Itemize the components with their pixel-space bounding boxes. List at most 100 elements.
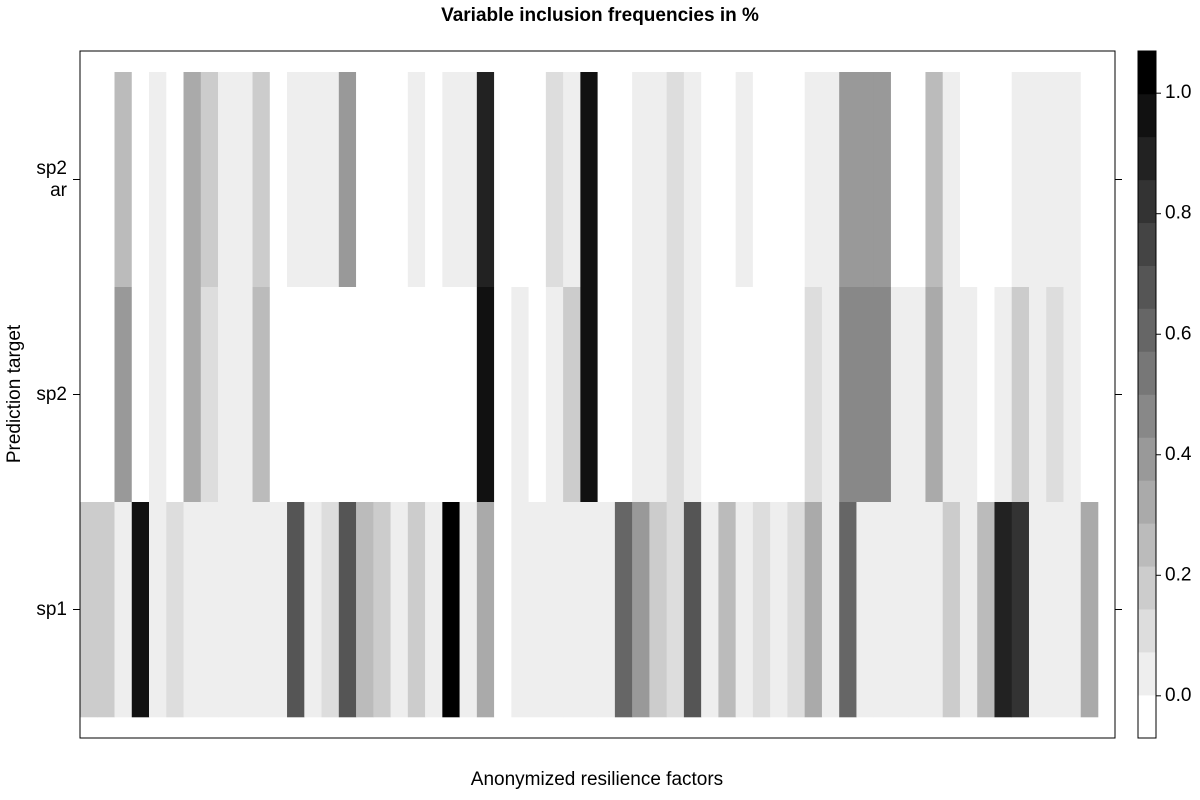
heat-cell [1063, 72, 1082, 288]
heat-cell [442, 287, 460, 503]
heat-cell [476, 287, 495, 503]
heat-cell [1080, 502, 1099, 718]
heat-cell [183, 502, 202, 718]
heat-cell [632, 287, 650, 503]
heat-cell [459, 287, 478, 503]
heat-cell [787, 287, 805, 503]
heat-cell [770, 72, 788, 288]
heat-cell [407, 72, 426, 288]
heat-cell [856, 287, 874, 503]
colorbar-tick-label: 0.4 [1165, 444, 1192, 465]
heat-cell [80, 287, 98, 503]
heat-cell [925, 72, 944, 288]
heat-cell [735, 502, 754, 718]
heat-cell [149, 72, 167, 288]
heat-cell [563, 502, 581, 718]
heat-cell [787, 502, 805, 718]
colorbar-tick-label: 0.8 [1165, 203, 1191, 224]
heat-cell [459, 502, 478, 718]
heat-cell [183, 287, 202, 503]
heat-cell [321, 287, 340, 503]
heat-cell [459, 72, 478, 288]
heat-cell [649, 72, 667, 288]
chart-title: Variable inclusion frequencies in % [441, 5, 759, 26]
heat-cell [770, 287, 788, 503]
heat-cell [183, 72, 202, 288]
heat-cell [545, 72, 564, 288]
heat-cell [321, 502, 340, 718]
heat-cell [908, 72, 926, 288]
heat-cell [597, 502, 616, 718]
heat-cell [1063, 287, 1082, 503]
heat-cell [666, 287, 685, 503]
heat-cell [131, 502, 150, 718]
heat-cell [632, 502, 650, 718]
heat-cell [356, 502, 374, 718]
heat-cell [839, 502, 857, 718]
colorbar-bin [1138, 351, 1156, 395]
heat-cell [787, 72, 805, 288]
heat-cell [200, 502, 219, 718]
heat-cell [908, 502, 926, 718]
colorbar-bin [1138, 222, 1156, 266]
heat-cell [356, 72, 374, 288]
heat-cell [390, 72, 409, 288]
y-tick-label: sp2 ar [36, 157, 67, 201]
heat-cell [356, 287, 374, 503]
heat-cell [1046, 287, 1064, 503]
heat-cell [821, 287, 840, 503]
heat-cell [1011, 502, 1030, 718]
heat-cell [80, 72, 98, 288]
heat-cell [1046, 502, 1064, 718]
heat-cell [666, 502, 685, 718]
heat-cell [856, 502, 874, 718]
heat-cell [977, 72, 995, 288]
heat-cell [476, 502, 495, 718]
heat-cell [97, 502, 115, 718]
heat-cell [425, 287, 443, 503]
heat-cell [545, 502, 564, 718]
heat-cell [1028, 287, 1047, 503]
heat-cell [338, 287, 357, 503]
colorbar-bin [1138, 480, 1156, 524]
heat-cell [269, 502, 288, 718]
heat-cell [873, 72, 892, 288]
heat-cell [821, 72, 840, 288]
heat-cell [373, 72, 391, 288]
heat-cell [218, 502, 236, 718]
heat-cell [718, 72, 736, 288]
heat-cell [287, 287, 305, 503]
heat-cell [752, 502, 771, 718]
colorbar-bin [1138, 652, 1156, 696]
heat-cell [235, 72, 253, 288]
heat-cell [649, 502, 667, 718]
y-tick-label: sp1 [36, 598, 67, 620]
heat-cell [683, 287, 702, 503]
heat-cell [407, 287, 426, 503]
heat-cell [1011, 287, 1030, 503]
heat-cell [925, 502, 944, 718]
heat-cell [511, 72, 529, 288]
heat-cell [442, 502, 460, 718]
heat-cell [80, 502, 98, 718]
heat-cell [890, 72, 909, 288]
heat-cell [494, 287, 512, 503]
heat-cell [511, 502, 529, 718]
heat-cell [959, 72, 978, 288]
colorbar-frame [1137, 50, 1157, 739]
heat-cell [821, 502, 840, 718]
heat-cell [407, 502, 426, 718]
heat-cell [425, 502, 443, 718]
plot-frame [79, 50, 1116, 739]
heat-cell [218, 72, 236, 288]
colorbar-tick-label: 1.0 [1165, 82, 1191, 103]
heat-cell [804, 72, 823, 288]
heat-cell [494, 502, 512, 718]
heat-cell [166, 72, 184, 288]
heat-cell [614, 502, 633, 718]
colorbar-bin [1138, 566, 1156, 610]
heat-cell [528, 72, 547, 288]
y-axis-label: Prediction target [4, 324, 25, 463]
heat-cell [580, 287, 598, 503]
